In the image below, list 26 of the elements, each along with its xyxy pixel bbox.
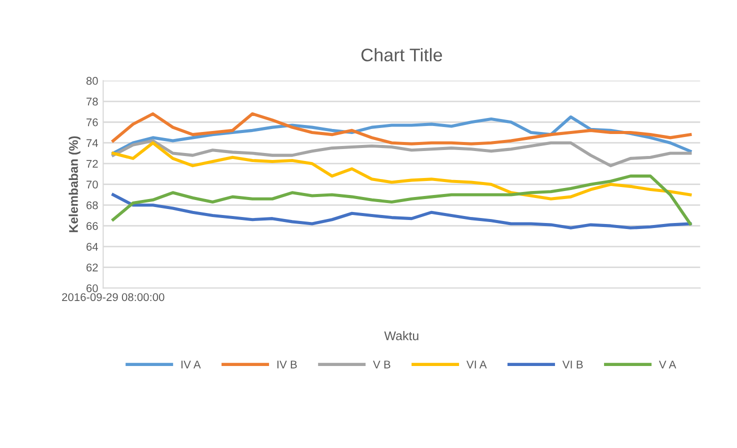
legend-label: VI A xyxy=(466,360,487,368)
legend-label: V A xyxy=(658,360,676,368)
y-axis-title: Kelembaban (%) xyxy=(68,136,80,232)
y-tick-label: 74 xyxy=(86,139,98,147)
y-tick-label: 76 xyxy=(86,118,98,126)
y-tick-label: 70 xyxy=(86,180,98,188)
y-tick-label: 64 xyxy=(86,242,98,251)
legend-label: VI B xyxy=(562,360,583,368)
y-tick-label: 78 xyxy=(86,98,98,106)
line-series xyxy=(112,141,692,200)
y-tick-label: 62 xyxy=(86,264,98,272)
legend-label: IV B xyxy=(277,360,297,368)
y-tick-label: 80 xyxy=(86,76,98,85)
line-series xyxy=(112,112,692,146)
y-tick-label: 60 xyxy=(86,284,98,292)
y-tick-label: 72 xyxy=(86,160,98,168)
x-axis-title: Waktu xyxy=(384,331,418,340)
line-series xyxy=(112,193,692,230)
y-tick-label: 68 xyxy=(86,201,98,210)
chart-title: Chart Title xyxy=(361,48,442,62)
legend-label: V B xyxy=(373,360,390,368)
legend-label: IV A xyxy=(181,360,201,368)
line-series xyxy=(112,174,692,226)
line-series xyxy=(112,139,692,168)
y-tick-label: 66 xyxy=(86,222,98,230)
x-tick-label: 2016-09-29 08:00:00 xyxy=(62,293,164,302)
